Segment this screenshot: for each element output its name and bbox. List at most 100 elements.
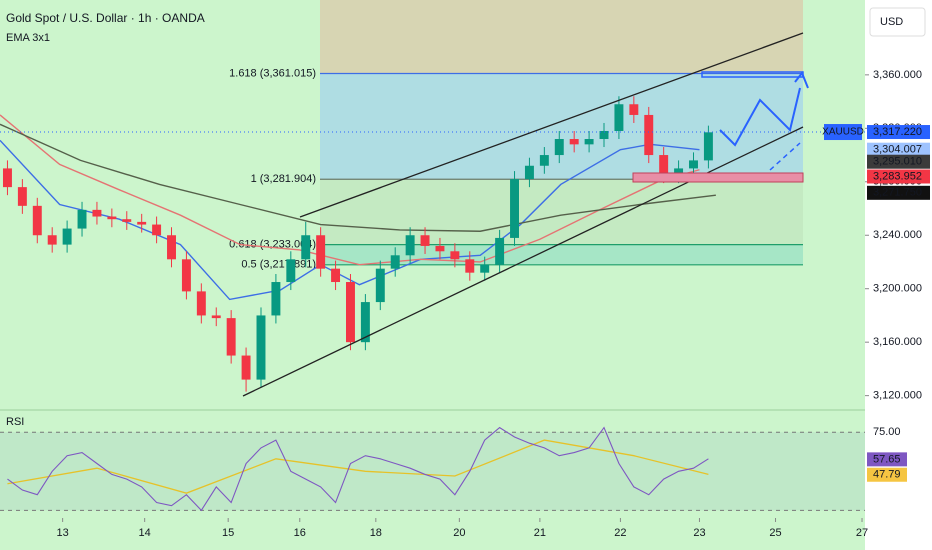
projection <box>719 87 801 147</box>
symbol-label: XAUUSD <box>822 127 864 138</box>
candle-body <box>554 139 564 156</box>
candle-body <box>689 160 698 169</box>
price-label: 3,283.952 <box>873 170 922 182</box>
symbol-box <box>824 124 862 141</box>
y-tick-label: 3,200.000 <box>873 283 922 295</box>
candle-body <box>137 221 147 225</box>
projection-alt <box>769 142 801 171</box>
candle-body <box>271 282 281 316</box>
candle-body <box>301 235 311 260</box>
x-tick-label: 21 <box>534 527 546 539</box>
rsi-value-label: 57.65 <box>873 453 901 465</box>
zone-box <box>632 172 804 183</box>
price-label-box <box>867 125 930 140</box>
candle-body <box>17 187 27 206</box>
candle-body <box>539 155 549 166</box>
price-label: 3,271.750 <box>873 187 922 199</box>
price-label: 3,295.010 <box>873 156 922 168</box>
x-tick-label: 27 <box>856 527 868 539</box>
chart-title: Gold Spot / U.S. Dollar · 1h · OANDA <box>6 11 205 25</box>
price-label-box <box>867 185 930 200</box>
x-tick-label: 16 <box>294 527 306 539</box>
rsi-band <box>0 432 865 511</box>
fib-label: 0.5 (3,217.891) <box>241 259 316 271</box>
candle-body <box>375 268 385 303</box>
candle-body <box>390 255 400 269</box>
y-tick-label: 3,360.000 <box>873 69 922 81</box>
candle-body <box>420 235 430 246</box>
projection-arrow <box>794 71 809 89</box>
candle-body <box>510 179 519 238</box>
rsi-tick-label: 75.00 <box>873 426 901 438</box>
candle-body <box>331 268 341 283</box>
rsi-ma <box>7 439 709 494</box>
candle-body <box>47 235 57 245</box>
fib-zone <box>320 73 803 180</box>
candle-body <box>480 264 490 273</box>
candle-body <box>167 235 176 260</box>
candle-body <box>614 104 624 131</box>
price-label-box <box>867 169 930 184</box>
candle-body <box>226 318 236 356</box>
rsi-title: RSI <box>6 416 24 428</box>
indicator-label: EMA 3x1 <box>6 32 50 44</box>
candle-body <box>241 355 251 380</box>
candle-body <box>181 259 191 292</box>
channel-lower <box>242 126 804 397</box>
candle-body <box>196 291 206 316</box>
candle-body <box>107 216 117 220</box>
x-tick-label: 13 <box>57 527 69 539</box>
x-tick-label: 22 <box>614 527 626 539</box>
candle-body <box>77 209 87 229</box>
candle-body <box>152 224 162 236</box>
candle-body <box>211 315 221 319</box>
y-tick-label: 3,240.000 <box>873 229 922 241</box>
x-tick-label: 14 <box>139 527 151 539</box>
rsi-line <box>7 426 709 512</box>
currency: USD <box>880 16 903 28</box>
fib-label: 1 (3,281.904) <box>251 173 316 185</box>
ema-line <box>0 139 700 301</box>
price-label: 3,304.007 <box>873 144 922 156</box>
x-tick-label: 23 <box>693 527 705 539</box>
price-label-box <box>867 154 930 169</box>
price-label-box <box>867 142 930 157</box>
x-tick-label: 20 <box>453 527 465 539</box>
rsi-value-label: 47.79 <box>873 469 901 481</box>
candle-body <box>62 228 72 245</box>
candle-body <box>629 104 639 115</box>
candle-body <box>584 139 594 145</box>
currency-box[interactable] <box>869 7 926 37</box>
candle-body <box>703 132 713 161</box>
candle-body <box>286 259 296 283</box>
fib-label: 1.618 (3,361.015) <box>229 67 316 79</box>
candle-body <box>122 219 132 222</box>
fib-zone <box>320 0 803 74</box>
channel-upper <box>299 32 804 218</box>
candle-body <box>405 235 415 256</box>
y-tick-label: 3,120.000 <box>873 390 922 402</box>
candle-body <box>316 235 326 269</box>
candle-body <box>435 245 445 252</box>
candle-body <box>32 205 42 236</box>
x-tick-label: 18 <box>370 527 382 539</box>
candle-body <box>495 237 505 265</box>
candle-body <box>360 302 370 343</box>
candle-body <box>599 130 609 140</box>
price-axis-panel <box>865 0 932 550</box>
price-label: 3,317.220 <box>873 126 922 138</box>
candle-body <box>465 259 475 273</box>
x-tick-label: 15 <box>222 527 234 539</box>
candle-body <box>256 315 266 380</box>
candle-body <box>2 168 12 188</box>
candle-body <box>644 114 654 156</box>
candle-body <box>346 282 355 343</box>
y-tick-label: 3,160.000 <box>873 336 922 348</box>
rsi-value-box <box>867 452 907 467</box>
candle-body <box>569 139 579 145</box>
ema-line <box>0 123 716 232</box>
fib-label: 0.618 (3,233.004) <box>229 239 316 251</box>
rsi-value-box <box>867 467 907 482</box>
candle-body <box>674 168 684 176</box>
